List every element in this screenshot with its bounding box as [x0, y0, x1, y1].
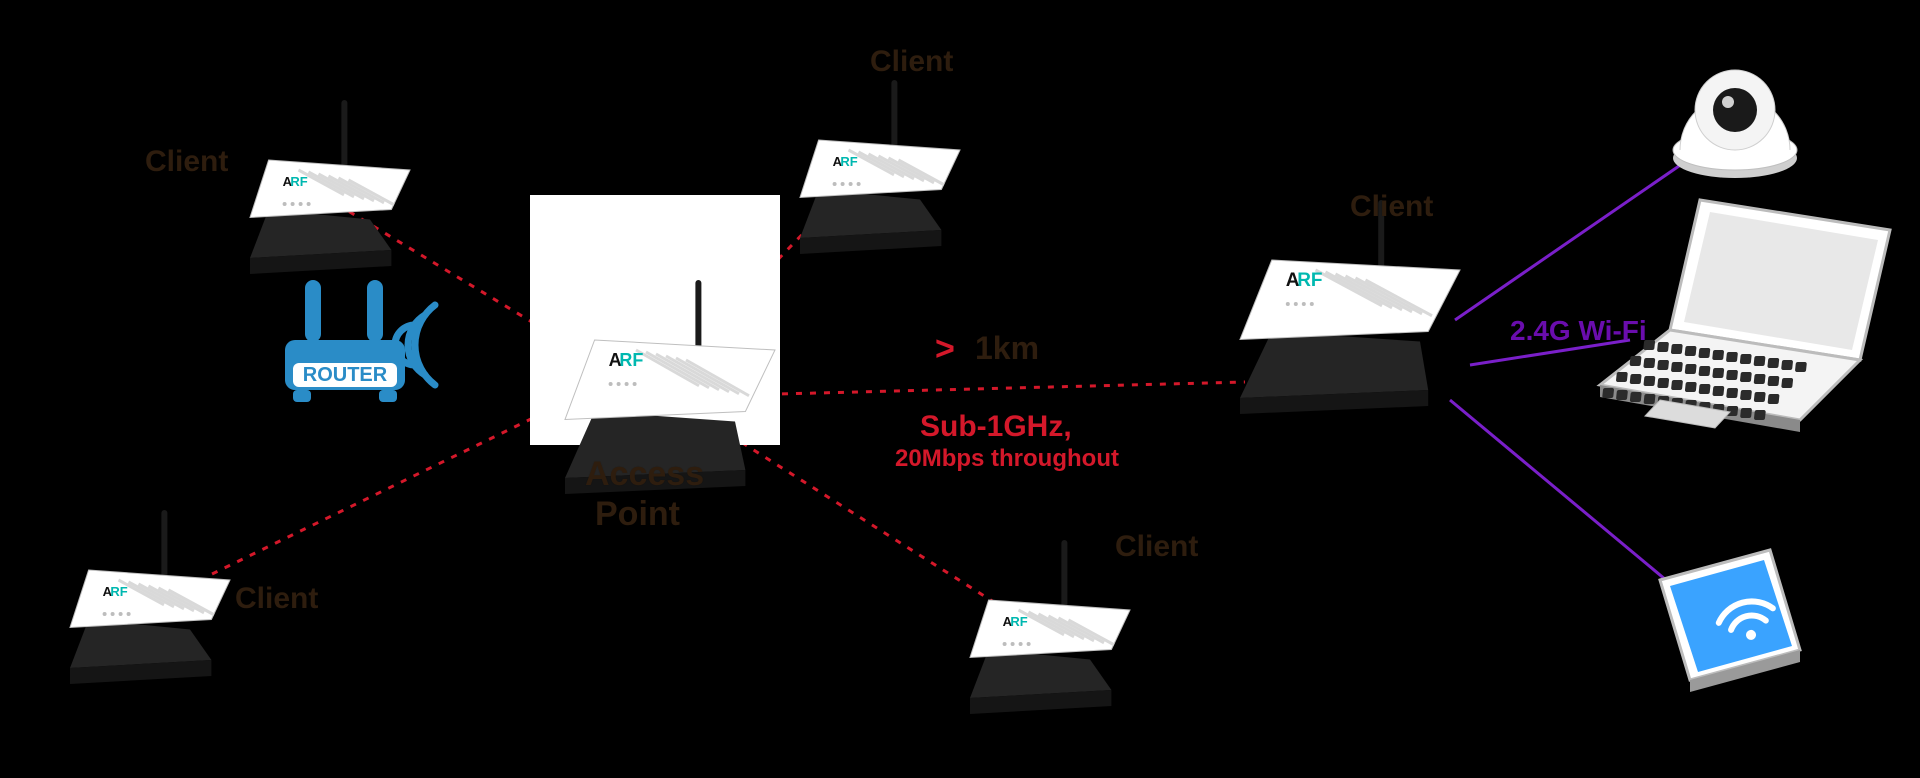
client-device-top-center: A RF [790, 70, 980, 305]
client-device-bottom-left: A RF [60, 500, 250, 735]
distance-label: 1km [975, 330, 1039, 367]
sub1-label-line2: 20Mbps throughout [895, 445, 1119, 473]
client-label-r: Client [1350, 190, 1433, 224]
access-point-label-l1: Access [585, 455, 704, 494]
client-label-tc: Client [870, 45, 953, 79]
client-label-bl: Client [235, 582, 318, 616]
svg-text:RF: RF [619, 350, 643, 370]
client-label-tl: Client [145, 145, 228, 179]
svg-text:RF: RF [840, 154, 857, 169]
client-device-right: A RF [1230, 190, 1480, 465]
access-point-label-l2: Point [595, 495, 680, 534]
client-label-bc: Client [1115, 530, 1198, 564]
phone-icon [1620, 540, 1820, 715]
svg-text:RF: RF [1010, 614, 1027, 629]
svg-text:RF: RF [1297, 270, 1322, 291]
sub1-label-line1: Sub-1GHz, [920, 410, 1072, 444]
client-device-bottom-center: A RF [960, 530, 1150, 765]
svg-text:RF: RF [110, 584, 127, 599]
diagram-stage: ROUTER A RF [0, 0, 1920, 778]
svg-text:RF: RF [290, 174, 307, 189]
distance-prefix: > [935, 330, 955, 369]
camera-icon [1650, 20, 1820, 195]
distance-prefix-text: > [935, 330, 955, 368]
router-label-svg: ROUTER [303, 364, 388, 386]
client-device-top-left: A RF [240, 90, 430, 325]
wifi-label: 2.4G Wi-Fi [1510, 315, 1647, 347]
